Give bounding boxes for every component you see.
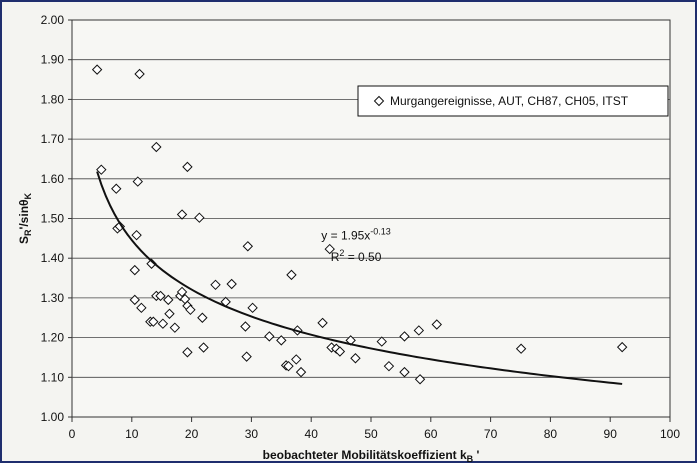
data-point [350, 353, 361, 364]
y-tick-label: 1.80 [41, 92, 65, 106]
data-point [151, 141, 162, 153]
y-tick-label: 1.00 [41, 410, 65, 424]
legend-diamond-marker [373, 95, 385, 107]
data-point [383, 360, 395, 372]
data-point [286, 269, 297, 281]
data-point [247, 302, 258, 314]
data-point [163, 294, 174, 306]
data-point [96, 164, 107, 175]
r-squared-label: R2 = 0.50 [331, 248, 382, 264]
x-tick-label: 10 [125, 427, 139, 441]
data-point [242, 241, 254, 252]
data-point [414, 374, 426, 385]
data-point [132, 176, 143, 187]
data-point [210, 279, 221, 291]
y-tick-label: 1.60 [41, 172, 65, 186]
x-tick-label: 50 [364, 427, 378, 441]
trend-equation: y = 1.95x-0.13 [321, 227, 391, 243]
data-points [91, 64, 628, 385]
data-point [129, 264, 140, 276]
data-point [129, 294, 140, 306]
data-point [194, 212, 205, 223]
data-point [198, 342, 209, 353]
legend-box [357, 85, 669, 117]
data-point [164, 308, 175, 319]
x-axis: 0 10 20 30 40 50 60 70 80 90 100 [69, 417, 680, 441]
y-tick-label: 1.10 [41, 370, 65, 384]
data-point [136, 302, 147, 314]
data-point [431, 319, 442, 330]
x-tick-label: 90 [604, 427, 618, 441]
data-point [324, 243, 335, 255]
y-tick-label: 1.70 [41, 132, 65, 146]
x-tick-label: 0 [69, 427, 76, 441]
data-point [241, 351, 252, 362]
data-point [226, 278, 237, 290]
data-point [176, 286, 188, 298]
data-point [182, 161, 193, 173]
data-point [114, 221, 126, 232]
y-tick-label: 1.50 [41, 212, 65, 226]
data-point [146, 258, 157, 269]
legend-label: Murgangereignisse, AUT, CH87, CH05, ITST [390, 94, 629, 108]
data-point [176, 209, 188, 220]
y-axis-label: SR'/sinθK [17, 192, 33, 244]
data-point [155, 290, 166, 302]
data-point [376, 336, 387, 347]
gridlines [72, 59, 670, 378]
data-point [240, 321, 251, 332]
y-tick-label: 1.90 [41, 53, 65, 67]
y-tick-label: 2.00 [41, 13, 65, 27]
data-point [283, 360, 294, 372]
trend-line [96, 171, 623, 385]
data-point [197, 312, 208, 323]
data-point [399, 331, 410, 342]
data-point [185, 304, 196, 316]
y-tick-label: 1.30 [41, 291, 65, 305]
y-tick-label: 1.20 [41, 331, 65, 345]
data-point [291, 354, 302, 365]
data-point [413, 325, 425, 336]
data-point [148, 316, 159, 327]
data-point [334, 346, 346, 357]
y-tick-label: 1.40 [41, 251, 65, 265]
legend: Murgangereignisse, AUT, CH87, CH05, ITST [357, 85, 669, 117]
data-point [91, 64, 103, 75]
x-tick-label: 30 [245, 427, 259, 441]
x-axis-label: beobachteter Mobilitätskoeffizient kB ' [263, 448, 480, 464]
data-point [182, 347, 193, 358]
data-point [616, 341, 628, 353]
x-tick-label: 60 [424, 427, 438, 441]
data-point [317, 317, 328, 329]
data-point [169, 322, 181, 333]
x-tick-label: 70 [484, 427, 498, 441]
data-point [399, 366, 410, 378]
data-point [157, 318, 169, 329]
data-point [295, 366, 307, 378]
data-point [264, 331, 275, 342]
data-point [111, 183, 122, 194]
data-point [515, 343, 527, 354]
x-tick-label: 40 [305, 427, 319, 441]
data-point [134, 68, 145, 80]
x-tick-label: 20 [185, 427, 199, 441]
data-point [276, 335, 287, 346]
x-tick-label: 100 [660, 427, 680, 441]
y-axis: 1.00 1.10 1.20 1.30 1.40 1.50 1.60 1.70 1.80 1.90… [41, 13, 72, 424]
data-point [131, 229, 142, 241]
x-tick-label: 80 [544, 427, 558, 441]
